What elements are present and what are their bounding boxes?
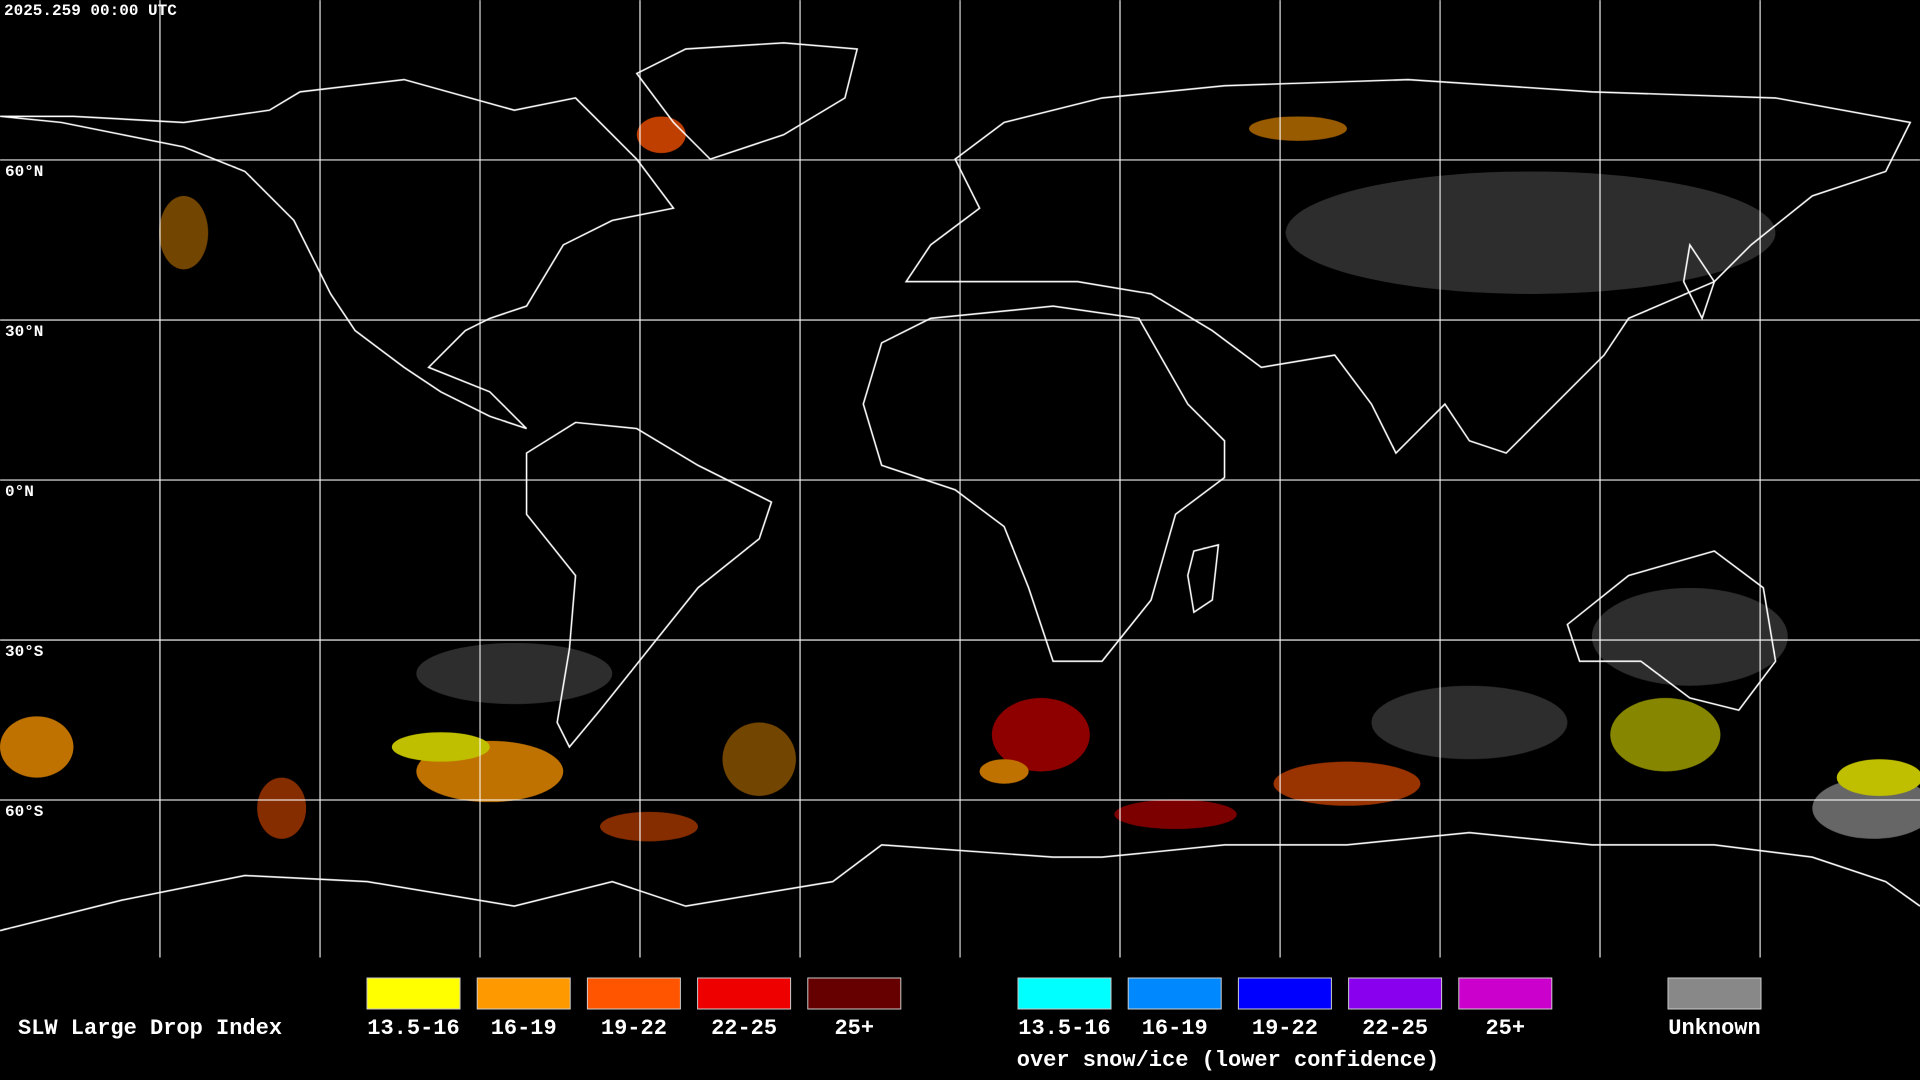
legend-label: 25+ (834, 1016, 874, 1041)
cloud-fields (0, 116, 1920, 842)
legend-label: 19-22 (601, 1016, 667, 1041)
legend: 13.5-16 16-19 19-22 22-25 25+ 13.5-16 16-19 19-… (366, 977, 1762, 1041)
legend-swatch (1667, 977, 1762, 1010)
latitude-label: 0°N (5, 483, 34, 501)
legend-panel (0, 958, 1920, 1080)
legend-label: 22-25 (1362, 1016, 1428, 1041)
legend-swatch (1127, 977, 1222, 1010)
coastlines (0, 42, 1920, 932)
legend-title: SLW Large Drop Index (18, 1016, 282, 1041)
graticule (0, 0, 1920, 958)
legend-swatch (1237, 977, 1332, 1010)
legend-label: 16-19 (1142, 1016, 1208, 1041)
legend-swatch (1017, 977, 1112, 1010)
legend-label: 16-19 (491, 1016, 557, 1041)
latitude-label: 30°S (5, 643, 44, 661)
legend-swatch (807, 977, 902, 1010)
latitude-labels: 60°N 30°N 0°N 30°S 60°S (5, 163, 44, 821)
legend-swatch (697, 977, 792, 1010)
legend-swatch (366, 977, 461, 1010)
legend-swatch (476, 977, 571, 1010)
legend-label: 13.5-16 (367, 1016, 459, 1041)
legend-label: 22-25 (711, 1016, 777, 1041)
latitude-label: 60°N (5, 163, 43, 181)
legend-label: 13.5-16 (1018, 1016, 1110, 1041)
legend-swatch (586, 977, 681, 1010)
latitude-label: 30°N (5, 323, 43, 341)
timestamp: 2025.259 00:00 UTC (4, 2, 177, 20)
legend-swatch (1458, 977, 1553, 1010)
legend-label: Unknown (1668, 1016, 1760, 1041)
legend-label: 25+ (1485, 1016, 1525, 1041)
legend-swatch (1348, 977, 1443, 1010)
snow-ice-caption: over snow/ice (lower confidence) (1017, 1048, 1439, 1073)
latitude-label: 60°S (5, 803, 44, 821)
map-layer (0, 0, 1920, 958)
legend-label: 19-22 (1252, 1016, 1318, 1041)
